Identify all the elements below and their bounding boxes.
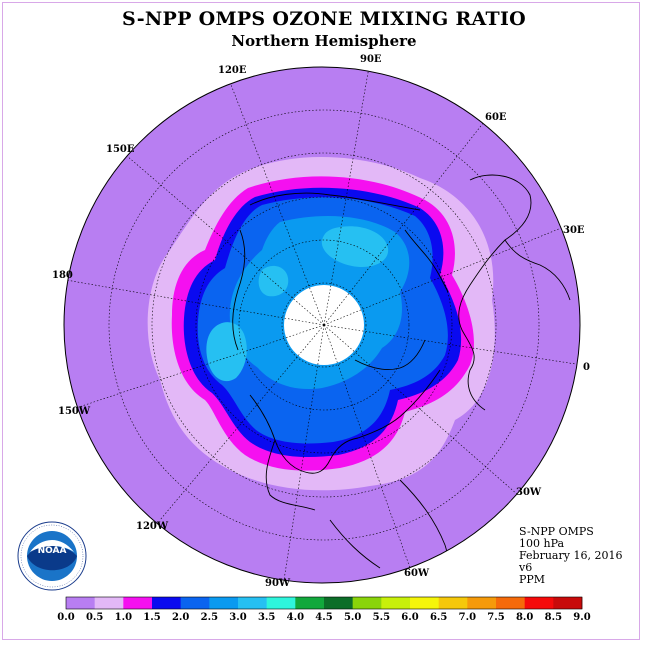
info-block: S-NPP OMPS 100 hPa February 16, 2016 v6 … xyxy=(519,526,622,586)
figure-frame xyxy=(2,2,640,640)
colorbar-tick-label: 4.0 xyxy=(287,612,304,623)
lon-label-150e: 150E xyxy=(106,144,135,155)
lon-label-60e: 60E xyxy=(485,112,507,123)
colorbar-tick-label: 5.5 xyxy=(373,612,390,623)
info-instrument: S-NPP OMPS xyxy=(519,525,594,538)
lon-label-180: 180 xyxy=(52,270,73,281)
figure-subtitle: Northern Hemisphere xyxy=(231,32,417,50)
info-date: February 16, 2016 xyxy=(519,549,623,562)
lon-label-60w: 60W xyxy=(404,568,430,579)
colorbar-swatch xyxy=(209,597,239,609)
colorbar-tick-label: 5.0 xyxy=(344,612,361,623)
colorbar-tick-label: 8.5 xyxy=(545,612,562,623)
coastlines xyxy=(232,174,571,583)
lon-label-150w: 150W xyxy=(58,406,91,417)
colorbar-swatch xyxy=(496,597,525,609)
colorbar-tick-label: 9.0 xyxy=(573,612,590,623)
colorbar-tick-label: 2.0 xyxy=(172,612,189,623)
colorbar-tick-label: 1.5 xyxy=(143,612,160,623)
colorbar-tick-label: 7.5 xyxy=(487,612,504,623)
colorbar-swatch xyxy=(352,597,382,609)
colorbar-swatch xyxy=(524,597,554,609)
colorbar-tick-label: 8.0 xyxy=(516,612,533,623)
info-units: PPM xyxy=(519,573,546,586)
colorbar-swatch xyxy=(66,597,95,609)
noaa-logo-text: NOAA xyxy=(38,546,67,556)
colorbar-tick-label: 6.5 xyxy=(430,612,447,623)
colorbar-swatch xyxy=(467,597,497,609)
colorbar-tick-label: 1.0 xyxy=(115,612,132,623)
colorbar-swatch xyxy=(180,597,210,609)
lon-label-30e: 30E xyxy=(563,225,585,236)
colorbar-tick-label: 6.0 xyxy=(401,612,418,623)
info-level: 100 hPa xyxy=(519,537,565,550)
colorbar-swatch xyxy=(238,597,267,609)
colorbar-border xyxy=(65,596,583,610)
graticule-parallels xyxy=(108,109,540,541)
lon-label-30w: 30W xyxy=(516,487,542,498)
colorbar-swatch xyxy=(438,597,468,609)
colorbar-swatch xyxy=(295,597,325,609)
figure-title: S-NPP OMPS OZONE MIXING RATIO xyxy=(121,8,527,30)
noaa-logo: NOAA xyxy=(17,521,87,591)
colorbar-swatch xyxy=(410,597,439,609)
colorbar-tick-label: 2.5 xyxy=(201,612,218,623)
colorbar-swatch xyxy=(266,597,296,609)
lon-label-120w: 120W xyxy=(136,521,169,532)
colorbar-tick-label: 0.0 xyxy=(57,612,74,623)
info-version: v6 xyxy=(519,561,533,574)
colorbar-swatch xyxy=(553,597,583,609)
contour-3-0-north xyxy=(258,265,289,297)
lon-label-0: 0 xyxy=(583,362,590,373)
colorbar-tick-label: 0.5 xyxy=(86,612,103,623)
colorbar-tick-label: 3.5 xyxy=(258,612,275,623)
contour-3-0-east xyxy=(321,226,389,268)
contour-3-0-west xyxy=(206,322,247,382)
map-border xyxy=(63,66,581,584)
colorbar-tick-label: 4.5 xyxy=(315,612,332,623)
colorbar-swatch xyxy=(123,597,153,609)
colorbar-tick-label: 7.0 xyxy=(459,612,476,623)
lon-label-120e: 120E xyxy=(218,65,247,76)
colorbar-swatch xyxy=(152,597,181,609)
graticule-meridians xyxy=(65,67,580,581)
colorbar-tick-label: 3.0 xyxy=(229,612,246,623)
colorbar-swatch xyxy=(324,597,353,609)
lon-label-90w: 90W xyxy=(265,578,291,589)
colorbar-swatch xyxy=(381,597,411,609)
lon-label-90e: 90E xyxy=(360,54,382,65)
colorbar-swatch xyxy=(94,597,124,609)
